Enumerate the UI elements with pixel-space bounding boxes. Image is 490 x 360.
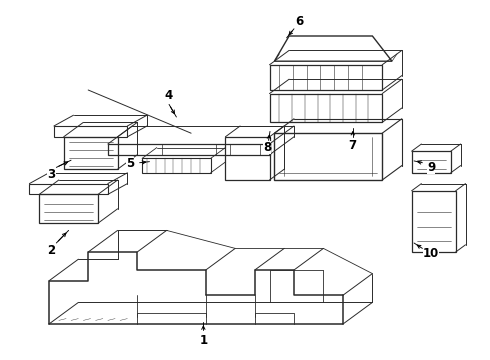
Text: 3: 3 (48, 168, 55, 181)
Text: 1: 1 (199, 334, 207, 347)
Text: 9: 9 (427, 161, 435, 174)
Text: 2: 2 (48, 244, 55, 257)
Text: 5: 5 (126, 157, 134, 170)
Text: 10: 10 (423, 247, 440, 260)
Text: 4: 4 (165, 89, 173, 102)
Text: 8: 8 (263, 141, 271, 154)
Text: 6: 6 (295, 15, 303, 28)
Text: 7: 7 (349, 139, 357, 152)
